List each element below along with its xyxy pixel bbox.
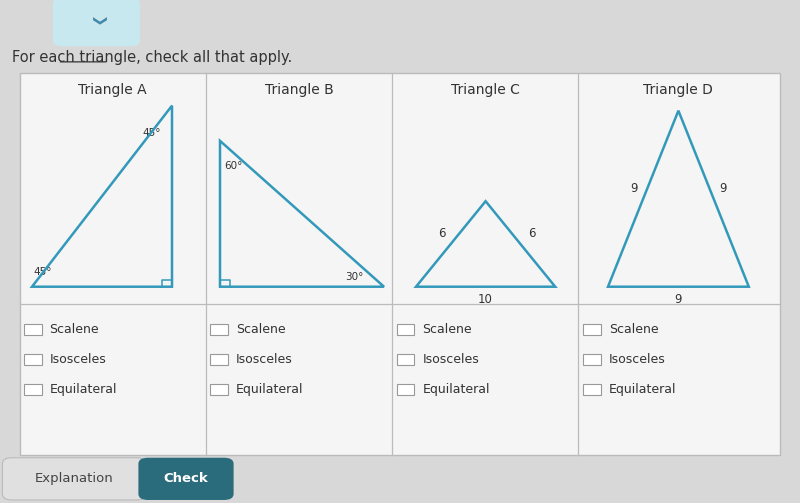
Text: Isosceles: Isosceles — [422, 353, 479, 366]
Text: 30°: 30° — [346, 272, 364, 282]
Text: Equilateral: Equilateral — [236, 383, 303, 396]
Text: For each triangle, check all that apply.: For each triangle, check all that apply. — [12, 50, 292, 65]
Text: Triangle D: Triangle D — [643, 82, 714, 97]
Bar — [583, 354, 601, 365]
Text: 45°: 45° — [142, 128, 161, 138]
Bar — [24, 384, 42, 395]
Bar — [397, 324, 414, 335]
Text: Isosceles: Isosceles — [609, 353, 666, 366]
Text: 60°: 60° — [224, 161, 242, 171]
Text: Scalene: Scalene — [236, 323, 286, 336]
Bar — [397, 384, 414, 395]
FancyBboxPatch shape — [53, 0, 140, 46]
Text: Isosceles: Isosceles — [236, 353, 293, 366]
FancyBboxPatch shape — [138, 458, 234, 500]
Text: 9: 9 — [719, 182, 727, 195]
Bar — [20, 73, 780, 455]
Text: Triangle C: Triangle C — [451, 82, 520, 97]
Bar — [210, 384, 228, 395]
Text: 9: 9 — [630, 182, 638, 195]
Bar — [583, 384, 601, 395]
Text: Scalene: Scalene — [50, 323, 99, 336]
Text: Triangle A: Triangle A — [78, 82, 147, 97]
Text: Equilateral: Equilateral — [609, 383, 676, 396]
Text: 9: 9 — [674, 293, 682, 306]
Bar — [583, 324, 601, 335]
Text: ❯: ❯ — [90, 16, 103, 28]
Text: Equilateral: Equilateral — [50, 383, 117, 396]
Text: Isosceles: Isosceles — [50, 353, 106, 366]
Text: Equilateral: Equilateral — [422, 383, 490, 396]
Bar — [397, 354, 414, 365]
FancyBboxPatch shape — [2, 458, 146, 500]
Text: Check: Check — [164, 472, 208, 485]
Text: 10: 10 — [478, 293, 493, 306]
Text: 6: 6 — [528, 227, 536, 240]
Text: 6: 6 — [438, 227, 446, 240]
Bar — [210, 324, 228, 335]
Bar — [24, 324, 42, 335]
Text: Explanation: Explanation — [34, 472, 114, 485]
Text: Scalene: Scalene — [609, 323, 658, 336]
Text: 45°: 45° — [34, 267, 52, 277]
Text: Scalene: Scalene — [422, 323, 472, 336]
Text: Triangle B: Triangle B — [265, 82, 334, 97]
Bar — [210, 354, 228, 365]
Bar — [24, 354, 42, 365]
